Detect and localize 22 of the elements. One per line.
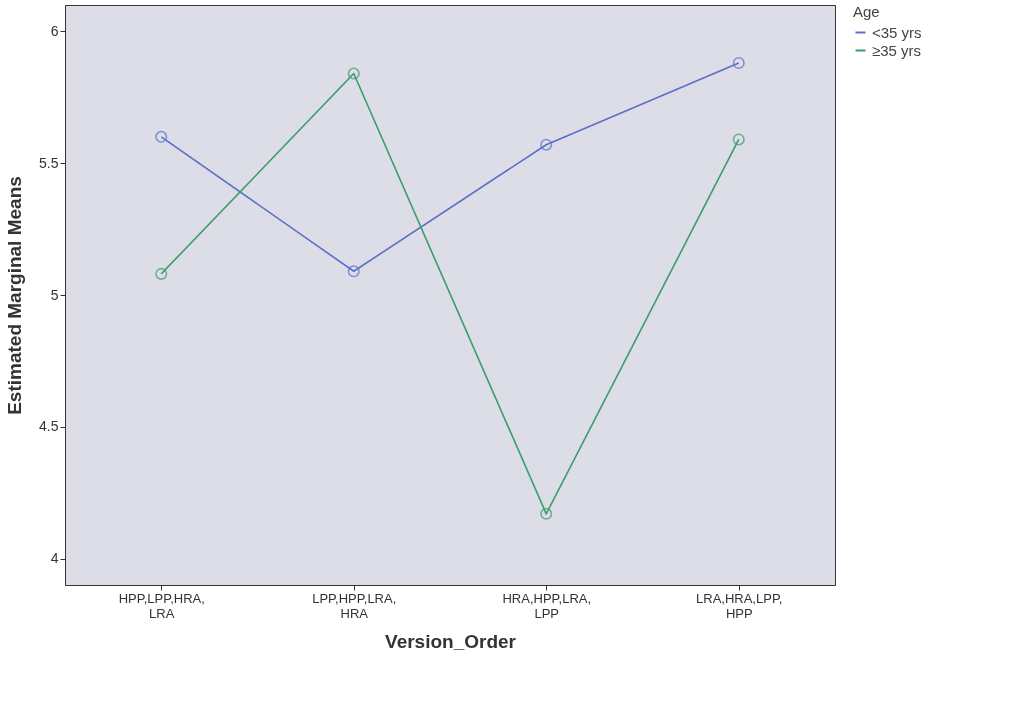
x-tick-label: HPP,LPP,HRA, LRA bbox=[118, 590, 205, 621]
y-tick-label: 5 bbox=[50, 286, 59, 303]
y-tick-label: 4.5 bbox=[39, 418, 59, 435]
legend-label: <35 yrs bbox=[872, 23, 922, 41]
x-tick-label: HRA,HPP,LRA, LPP bbox=[502, 590, 592, 621]
legend-title: Age bbox=[853, 3, 880, 20]
point bbox=[732, 56, 745, 70]
point bbox=[347, 67, 360, 80]
point bbox=[347, 265, 360, 278]
y-axis-title: Estimated Marginal Means bbox=[4, 176, 26, 415]
point bbox=[540, 138, 553, 151]
point bbox=[732, 133, 745, 146]
y-tick-label: 6 bbox=[50, 22, 59, 39]
legend-label: ≥35 yrs bbox=[872, 41, 922, 59]
point bbox=[540, 507, 553, 520]
y-tick-label: 5.5 bbox=[39, 154, 59, 171]
point bbox=[155, 267, 168, 280]
x-tick-label: LPP,HPP,LRA, HRA bbox=[312, 590, 397, 621]
y-tick-label: 4 bbox=[50, 550, 59, 567]
x-axis-title: Version_Order bbox=[385, 630, 517, 652]
point bbox=[155, 130, 168, 143]
x-tick-label: LRA,HRA,LPP, HPP bbox=[696, 590, 783, 621]
